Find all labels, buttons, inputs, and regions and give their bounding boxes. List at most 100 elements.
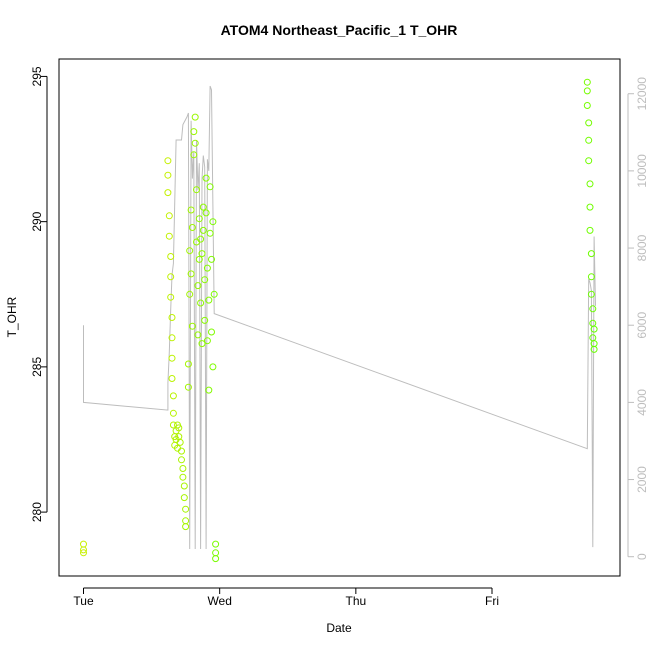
data-point xyxy=(178,456,185,464)
data-point xyxy=(587,273,595,281)
y2-tick-label: 12000 xyxy=(635,77,649,111)
data-point xyxy=(210,290,218,298)
data-point xyxy=(583,78,591,86)
data-point xyxy=(586,226,594,234)
data-point xyxy=(180,482,188,490)
data-point xyxy=(585,157,593,165)
data-point xyxy=(583,87,591,95)
data-point xyxy=(199,226,207,234)
data-point xyxy=(164,189,172,197)
data-point xyxy=(208,255,215,263)
data-point xyxy=(180,494,188,502)
data-point xyxy=(188,224,196,231)
data-point xyxy=(590,325,598,333)
y2-tick-label: 2000 xyxy=(635,466,649,493)
y2-tick-label: 8000 xyxy=(635,234,649,261)
y2-tick-label: 4000 xyxy=(635,389,649,416)
chart-title: ATOM4 Northeast_Pacific_1 T_OHR xyxy=(221,22,458,38)
data-point xyxy=(167,293,175,301)
data-point xyxy=(178,447,185,455)
data-point xyxy=(206,183,214,191)
data-point xyxy=(165,232,173,240)
data-point xyxy=(203,264,211,272)
data-point xyxy=(206,229,214,237)
data-point xyxy=(209,363,217,371)
data-point xyxy=(168,334,176,342)
data-point xyxy=(164,171,172,179)
data-point xyxy=(199,203,207,211)
data-point xyxy=(202,174,210,182)
y-tick-label: 290 xyxy=(30,211,44,231)
line-series xyxy=(83,85,596,550)
point-series xyxy=(80,78,598,563)
data-point xyxy=(182,523,190,531)
data-point xyxy=(208,328,215,336)
data-point xyxy=(583,102,591,109)
data-point xyxy=(212,540,220,548)
data-point xyxy=(589,334,597,342)
data-point xyxy=(182,517,190,525)
data-point xyxy=(168,354,176,362)
data-point xyxy=(179,465,187,472)
data-point xyxy=(175,424,183,432)
depth-line xyxy=(83,85,596,550)
data-point xyxy=(197,299,205,307)
data-point xyxy=(198,340,206,348)
data-point xyxy=(194,282,202,290)
data-point xyxy=(186,290,194,298)
data-point xyxy=(165,212,173,220)
data-point xyxy=(212,555,220,563)
x-tick-label: Fri xyxy=(485,594,499,608)
data-point xyxy=(585,136,593,144)
data-point xyxy=(186,247,194,255)
data-point xyxy=(586,180,594,188)
plot-frame xyxy=(58,58,621,577)
data-point xyxy=(193,186,200,194)
data-point xyxy=(587,250,595,258)
data-point xyxy=(167,273,175,281)
data-point xyxy=(190,151,198,159)
data-point xyxy=(197,235,205,243)
data-point xyxy=(188,322,196,330)
y-tick-label: 295 xyxy=(30,66,44,86)
y2-tick-label: 0 xyxy=(635,553,649,560)
data-point xyxy=(590,340,598,348)
x-tick-label: Thu xyxy=(345,594,366,608)
data-point xyxy=(203,337,211,345)
y-tick-label: 285 xyxy=(30,357,44,377)
data-point xyxy=(176,438,184,446)
x-tick-label: Tue xyxy=(73,594,94,608)
data-point xyxy=(209,218,217,226)
data-point xyxy=(168,375,176,382)
data-point xyxy=(585,119,593,127)
data-point xyxy=(195,255,203,263)
data-point xyxy=(80,546,87,554)
x-tick-label: Wed xyxy=(207,594,231,608)
axes: Tue Wed Thu Fri 280 285 290 295 0 2000 4000 6000 800… xyxy=(30,66,649,608)
data-point xyxy=(194,331,202,339)
data-point xyxy=(182,505,190,513)
data-point xyxy=(190,128,198,136)
y-tick-label: 280 xyxy=(30,502,44,522)
data-point xyxy=(169,421,177,429)
data-point xyxy=(198,250,206,258)
data-point xyxy=(80,549,87,557)
y2-tick-label: 6000 xyxy=(635,312,649,339)
y-axis-label: T_OHR xyxy=(5,296,19,337)
data-point xyxy=(205,386,213,394)
data-point xyxy=(164,157,172,165)
data-point xyxy=(167,253,175,260)
data-point xyxy=(205,296,213,304)
data-point xyxy=(187,270,195,278)
data-point xyxy=(168,314,176,321)
data-point xyxy=(201,276,209,284)
y2-tick-label: 10000 xyxy=(635,154,649,188)
data-point xyxy=(201,316,209,324)
data-point xyxy=(589,305,597,313)
data-point xyxy=(187,206,195,214)
data-point xyxy=(195,215,203,223)
data-point xyxy=(169,392,177,400)
data-point xyxy=(202,209,210,217)
data-point xyxy=(587,290,595,298)
